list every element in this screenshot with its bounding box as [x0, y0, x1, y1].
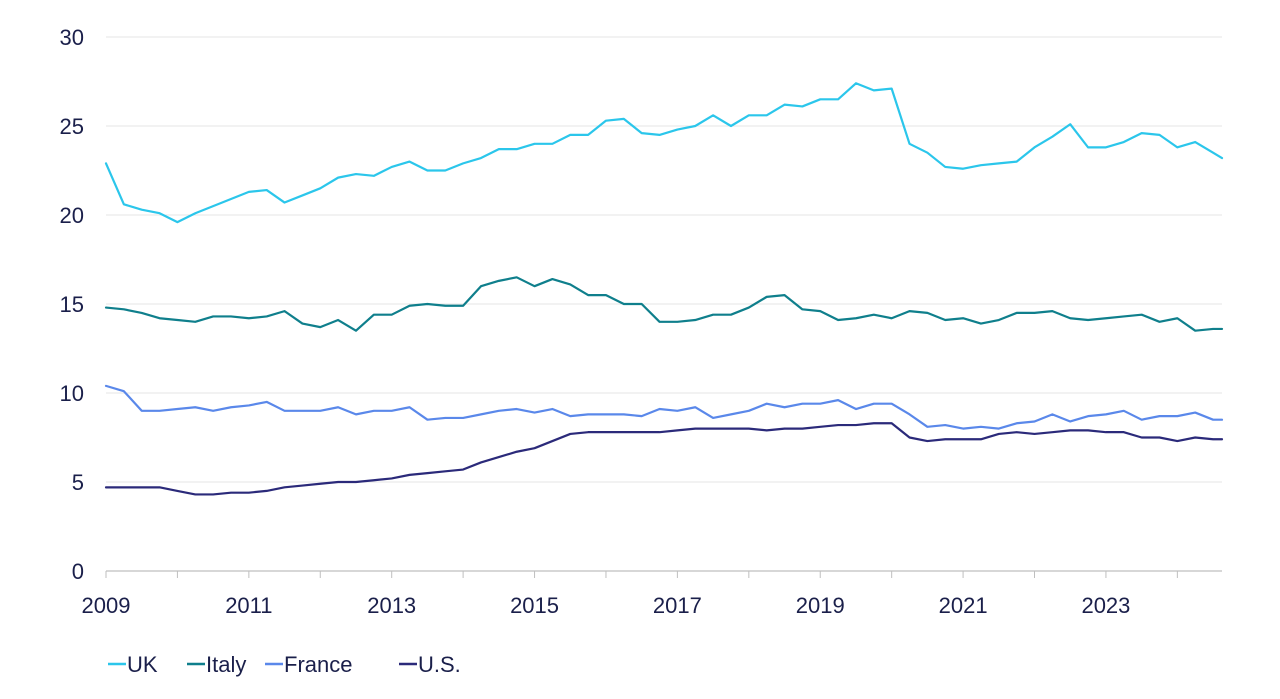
- x-tick-label-2017: 2017: [653, 593, 702, 618]
- x-tick-label-2011: 2011: [225, 593, 272, 618]
- legend-label-italy: Italy: [206, 652, 246, 677]
- series-line-uk: [104, 82, 1224, 224]
- legend-item-italy: Italy: [187, 652, 246, 677]
- x-tick-label-2019: 2019: [796, 593, 845, 618]
- series-lines: [104, 82, 1224, 496]
- x-tick-label-2015: 2015: [510, 593, 559, 618]
- y-tick-label-15: 15: [60, 292, 84, 317]
- legend-item-us: U.S.: [399, 652, 461, 677]
- y-tick-label-0: 0: [72, 559, 84, 584]
- y-tick-label-10: 10: [60, 381, 84, 406]
- y-tick-label-30: 30: [60, 25, 84, 50]
- x-tick-label-2009: 2009: [82, 593, 131, 618]
- legend-label-france: France: [284, 652, 352, 677]
- series-line-us: [104, 422, 1224, 496]
- x-tick-label-2023: 2023: [1081, 593, 1130, 618]
- x-axis-tick-labels: 2009 2011 2013 2015 2017 2019 2021 2023: [82, 593, 1131, 618]
- legend-label-uk: UK: [127, 652, 158, 677]
- y-tick-label-20: 20: [60, 203, 84, 228]
- legend-item-uk: UK: [108, 652, 158, 677]
- legend: UK Italy France U.S.: [108, 652, 461, 677]
- series-line-france: [104, 384, 1224, 430]
- series-line-italy: [104, 276, 1224, 332]
- y-tick-label-5: 5: [72, 470, 84, 495]
- y-tick-label-25: 25: [60, 114, 84, 139]
- legend-item-france: France: [265, 652, 352, 677]
- gridlines: [106, 36, 1222, 483]
- x-axis: [105, 570, 1222, 578]
- legend-label-us: U.S.: [418, 652, 461, 677]
- y-axis-tick-labels: 0 5 10 15 20 25 30: [60, 25, 84, 584]
- x-tick-label-2021: 2021: [939, 593, 988, 618]
- x-tick-label-2013: 2013: [367, 593, 416, 618]
